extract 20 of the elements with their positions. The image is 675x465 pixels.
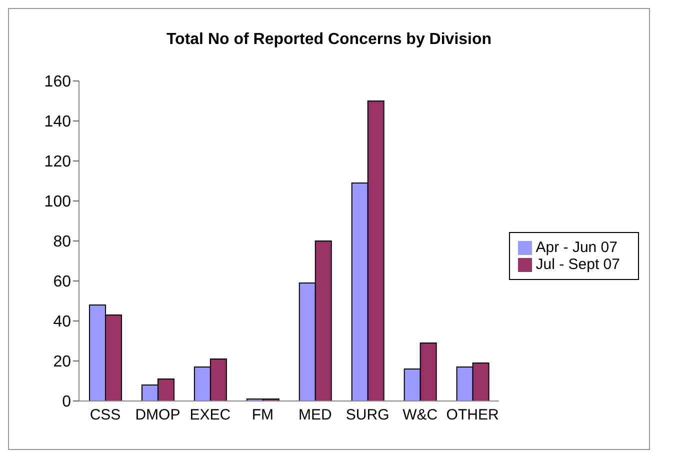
- y-tick-label: 20: [53, 354, 72, 371]
- x-tick-label: OTHER: [446, 406, 499, 424]
- chart-title: Total No of Reported Concerns by Division: [165, 30, 493, 50]
- x-tick-label: FM: [252, 406, 274, 424]
- y-tick-label: 120: [44, 154, 72, 171]
- y-tick-label: 80: [53, 234, 72, 251]
- y-tick-label: 40: [53, 314, 72, 331]
- legend-label: Jul - Sept 07: [536, 256, 620, 273]
- x-tick-label: DMOP: [135, 406, 180, 424]
- y-tick-label: 60: [53, 274, 72, 291]
- x-tick-label: W&C: [402, 406, 438, 424]
- legend-label: Apr - Jun 07: [536, 239, 618, 256]
- x-tick-label: SURG: [346, 406, 390, 424]
- y-tick-label: 0: [62, 394, 72, 411]
- x-tick-label: EXEC: [190, 406, 231, 424]
- y-tick-label: 160: [44, 74, 72, 91]
- x-tick-label: MED: [298, 406, 332, 424]
- y-tick-label: 100: [44, 194, 72, 211]
- y-tick-label: 140: [44, 114, 72, 131]
- x-tick-label: CSS: [90, 406, 121, 424]
